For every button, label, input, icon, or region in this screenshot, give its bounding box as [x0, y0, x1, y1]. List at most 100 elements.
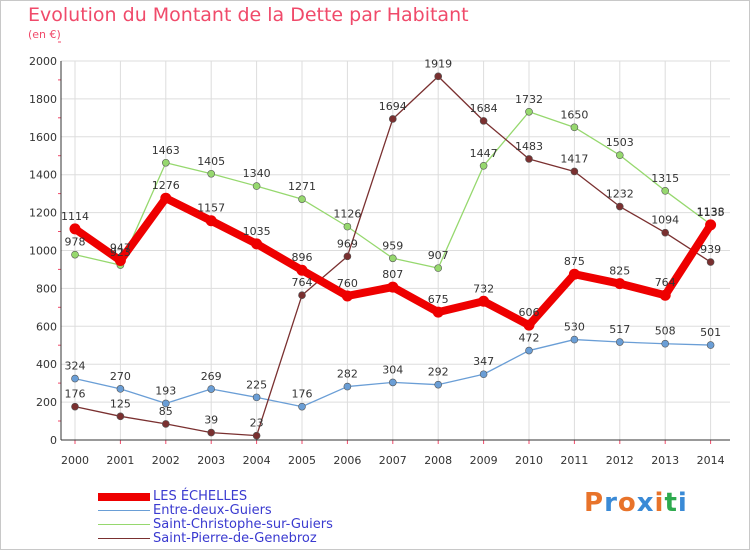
data-point [207, 428, 215, 437]
x-tick-label: 2003 [197, 454, 225, 467]
data-label: 807 [382, 268, 403, 281]
x-tick-label: 2006 [333, 454, 361, 467]
data-label: 875 [564, 255, 585, 268]
data-point [434, 72, 443, 81]
data-label: 907 [428, 249, 449, 262]
data-label: 517 [609, 323, 630, 336]
data-point [661, 228, 670, 237]
data-label: 1694 [379, 100, 407, 113]
data-label: 1035 [243, 225, 271, 238]
y-tick-label: 1400 [29, 169, 57, 182]
data-point [659, 289, 671, 301]
y-tick-label: 0 [50, 434, 57, 447]
data-point [434, 380, 443, 389]
data-point [296, 264, 308, 276]
x-tick-label: 2010 [515, 454, 543, 467]
data-label: 1276 [152, 179, 180, 192]
logo-letter: i [654, 488, 665, 518]
data-point [298, 402, 306, 411]
logo-letter: x [636, 488, 655, 518]
data-label: 1157 [197, 202, 225, 215]
data-label: 530 [564, 321, 585, 334]
data-label: 606 [519, 306, 540, 319]
data-label: 764 [292, 276, 313, 289]
legend-label: Saint-Christophe-sur-Guiers [153, 517, 333, 532]
data-point [388, 115, 397, 123]
data-point [525, 107, 533, 116]
data-point [252, 393, 261, 402]
data-label: 270 [110, 370, 131, 383]
data-label: 978 [65, 236, 86, 249]
data-label: 1684 [470, 102, 498, 115]
data-label: 896 [292, 251, 313, 264]
chart-title: Evolution du Montant de la Dette par Hab… [28, 4, 469, 26]
data-label: 176 [292, 388, 313, 401]
data-label: 923 [110, 246, 131, 259]
data-point [706, 258, 715, 266]
logo-letter: r [604, 488, 618, 518]
x-tick-label: 2009 [470, 454, 498, 467]
legend-label: Entre-deux-Guiers [153, 503, 272, 518]
data-point [570, 335, 579, 344]
logo-letter: P [584, 488, 605, 518]
data-point [479, 117, 488, 125]
data-label: 825 [609, 265, 630, 278]
data-label: 1271 [288, 180, 316, 193]
data-label: 1919 [424, 57, 452, 70]
data-label: 1094 [651, 214, 679, 227]
data-label: 508 [655, 325, 676, 338]
data-label: 292 [428, 366, 449, 379]
data-point [116, 385, 125, 393]
data-point [479, 370, 488, 379]
y-tick-label: 1000 [29, 245, 57, 258]
data-point [478, 295, 490, 307]
data-label: 760 [337, 277, 358, 290]
x-tick-label: 2004 [243, 454, 271, 467]
x-tick-label: 2012 [606, 454, 634, 467]
logo-letter: i [677, 488, 688, 518]
data-point [71, 374, 79, 383]
data-point [162, 399, 170, 408]
data-label: 225 [246, 378, 267, 391]
data-label: 472 [519, 332, 540, 345]
data-label: 1650 [560, 108, 588, 121]
data-label: 1483 [515, 140, 543, 153]
data-point [706, 341, 715, 349]
data-label: 764 [655, 276, 676, 289]
data-point [71, 402, 79, 411]
data-point [252, 431, 261, 440]
y-tick-label: 800 [36, 282, 57, 295]
data-label: 939 [700, 243, 721, 256]
x-tick-label: 2002 [152, 454, 180, 467]
data-point [69, 223, 81, 235]
data-point [341, 290, 353, 302]
data-label: 1340 [243, 167, 271, 180]
data-label: 176 [65, 388, 86, 401]
data-label: 501 [700, 326, 721, 339]
data-label: 1138 [697, 205, 725, 218]
data-point [525, 155, 533, 163]
legend-swatch [98, 510, 150, 511]
data-label: 324 [65, 360, 86, 373]
y-tick-label: 2000 [29, 55, 57, 68]
x-tick-label: 2007 [379, 454, 407, 467]
data-label: 282 [337, 368, 358, 381]
legend-swatch [98, 538, 150, 539]
data-label: 85 [159, 405, 173, 418]
data-label: 1232 [606, 188, 634, 201]
data-point [162, 420, 170, 428]
y-tick-label: 600 [36, 320, 57, 333]
data-label: 1463 [152, 144, 180, 157]
data-label: 39 [204, 414, 218, 427]
data-point [116, 412, 125, 421]
data-label: 1417 [560, 152, 588, 165]
data-label: 1447 [470, 147, 498, 160]
data-point [207, 169, 215, 178]
legend-label: LES ÉCHELLES [153, 489, 248, 504]
y-tick-label: 200 [36, 396, 57, 409]
logo-letter: o [617, 488, 637, 518]
data-point [615, 151, 624, 159]
data-point [434, 264, 443, 272]
data-label: 1405 [197, 155, 225, 168]
y-tick-label: 1800 [29, 93, 57, 106]
